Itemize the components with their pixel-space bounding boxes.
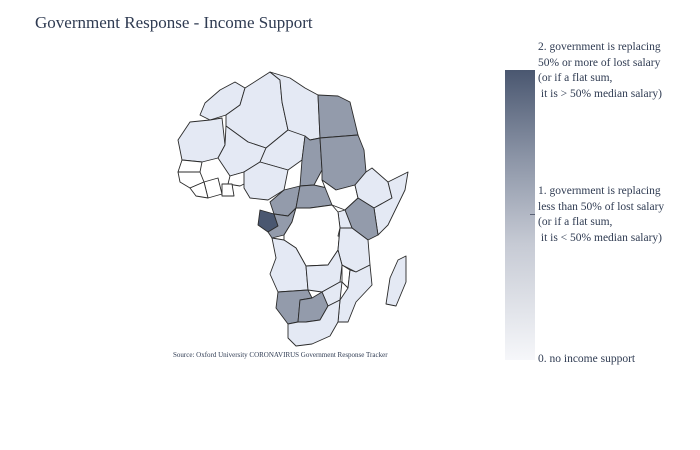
choropleth-map[interactable] — [160, 60, 420, 350]
country-Chad[interactable] — [299, 135, 323, 187]
country-Zambia[interactable] — [305, 249, 343, 293]
country-Liberia[interactable] — [189, 181, 209, 199]
country-Somalia[interactable] — [373, 171, 409, 236]
colorbar-tick — [530, 214, 535, 215]
colorbar-label-0: 0. no income support — [538, 353, 636, 365]
colorbar — [505, 70, 535, 360]
colorbar-label-1: 1. government is replacing less than 50%… — [538, 185, 665, 244]
country-Madagascar[interactable] — [385, 255, 407, 307]
country-Mozambique[interactable] — [337, 264, 373, 323]
source-note: Source: Oxford University CORONAVIRUS Go… — [173, 351, 388, 359]
country-South-Africa[interactable] — [287, 299, 341, 347]
chart-title: Government Response - Income Support — [35, 13, 313, 32]
country-Senegal[interactable] — [177, 159, 203, 173]
country-Egypt[interactable] — [317, 94, 359, 139]
country-Mauritania[interactable] — [177, 117, 226, 163]
colorbar-label-2: 2. government is replacing 50% or more o… — [538, 41, 663, 100]
country-Nigeria[interactable] — [243, 161, 289, 201]
africa-map[interactable] — [160, 60, 420, 350]
country-Ghana[interactable] — [221, 183, 235, 197]
